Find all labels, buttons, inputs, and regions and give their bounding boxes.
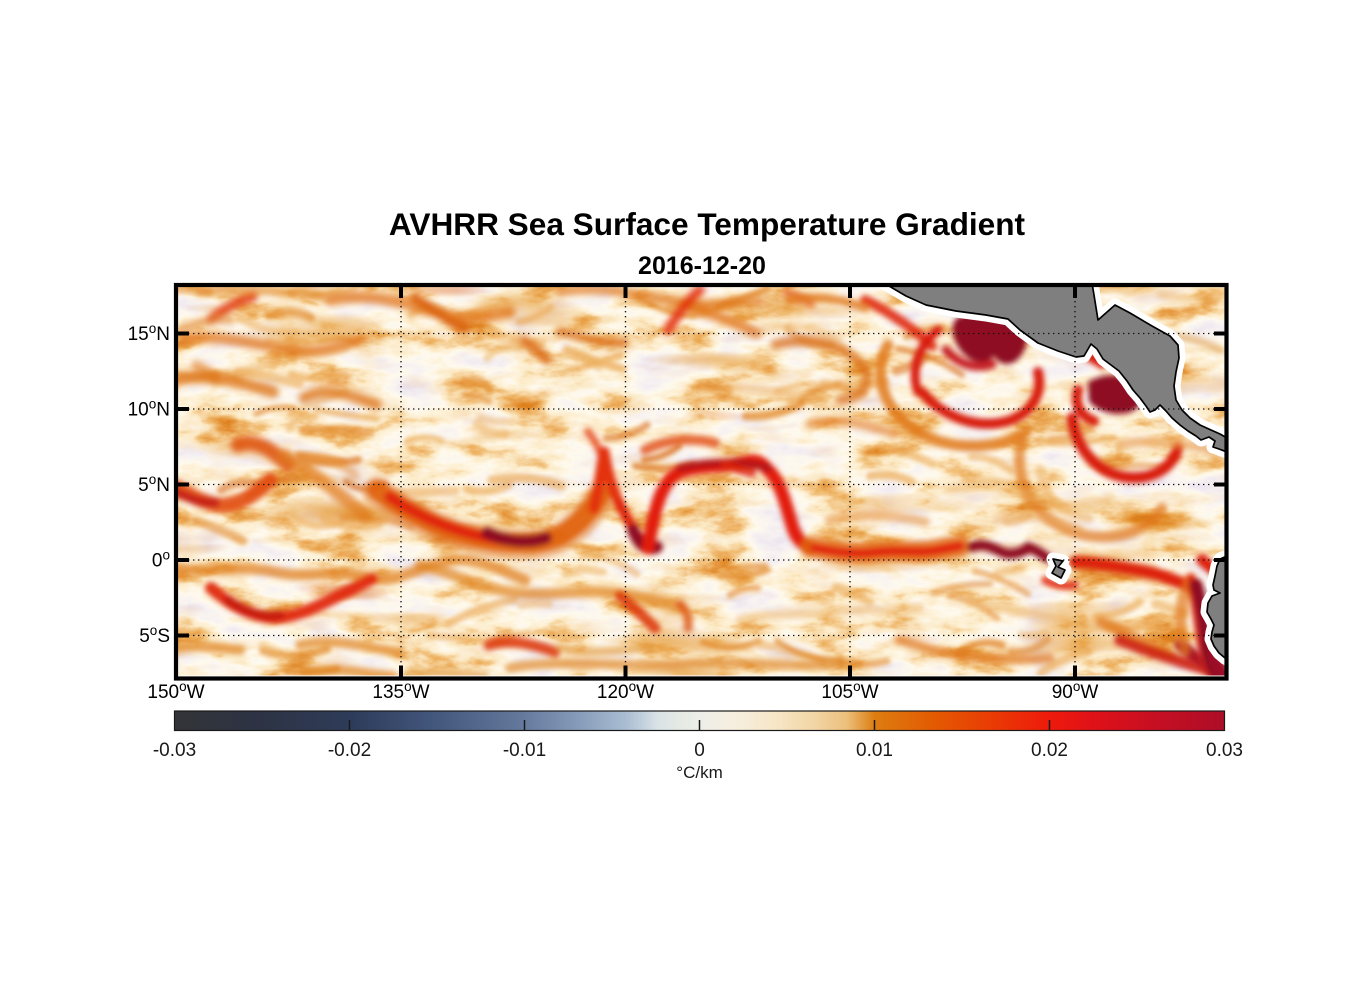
svg-text:-0.03: -0.03 xyxy=(153,740,196,761)
svg-text:135oW: 135oW xyxy=(372,679,429,703)
svg-text:AVHRR Sea Surface Temperature: AVHRR Sea Surface Temperature Gradient xyxy=(389,206,1026,242)
svg-text:0.02: 0.02 xyxy=(1031,740,1068,761)
svg-text:15oN: 15oN xyxy=(128,321,170,345)
svg-text:150oW: 150oW xyxy=(147,679,204,703)
svg-text:°C/km: °C/km xyxy=(676,763,722,782)
svg-text:0.01: 0.01 xyxy=(856,740,893,761)
svg-text:90oW: 90oW xyxy=(1052,679,1099,703)
svg-text:-0.01: -0.01 xyxy=(503,740,546,761)
svg-text:120oW: 120oW xyxy=(597,679,654,703)
svg-text:0: 0 xyxy=(694,740,705,761)
svg-text:5oS: 5oS xyxy=(139,623,170,647)
svg-text:105oW: 105oW xyxy=(821,679,878,703)
svg-text:2016-12-20: 2016-12-20 xyxy=(638,252,766,280)
svg-text:0o: 0o xyxy=(152,548,170,572)
svg-text:5oN: 5oN xyxy=(138,472,170,496)
svg-text:-0.02: -0.02 xyxy=(328,740,371,761)
svg-text:0.03: 0.03 xyxy=(1206,740,1243,761)
svg-text:10oN: 10oN xyxy=(128,397,170,421)
